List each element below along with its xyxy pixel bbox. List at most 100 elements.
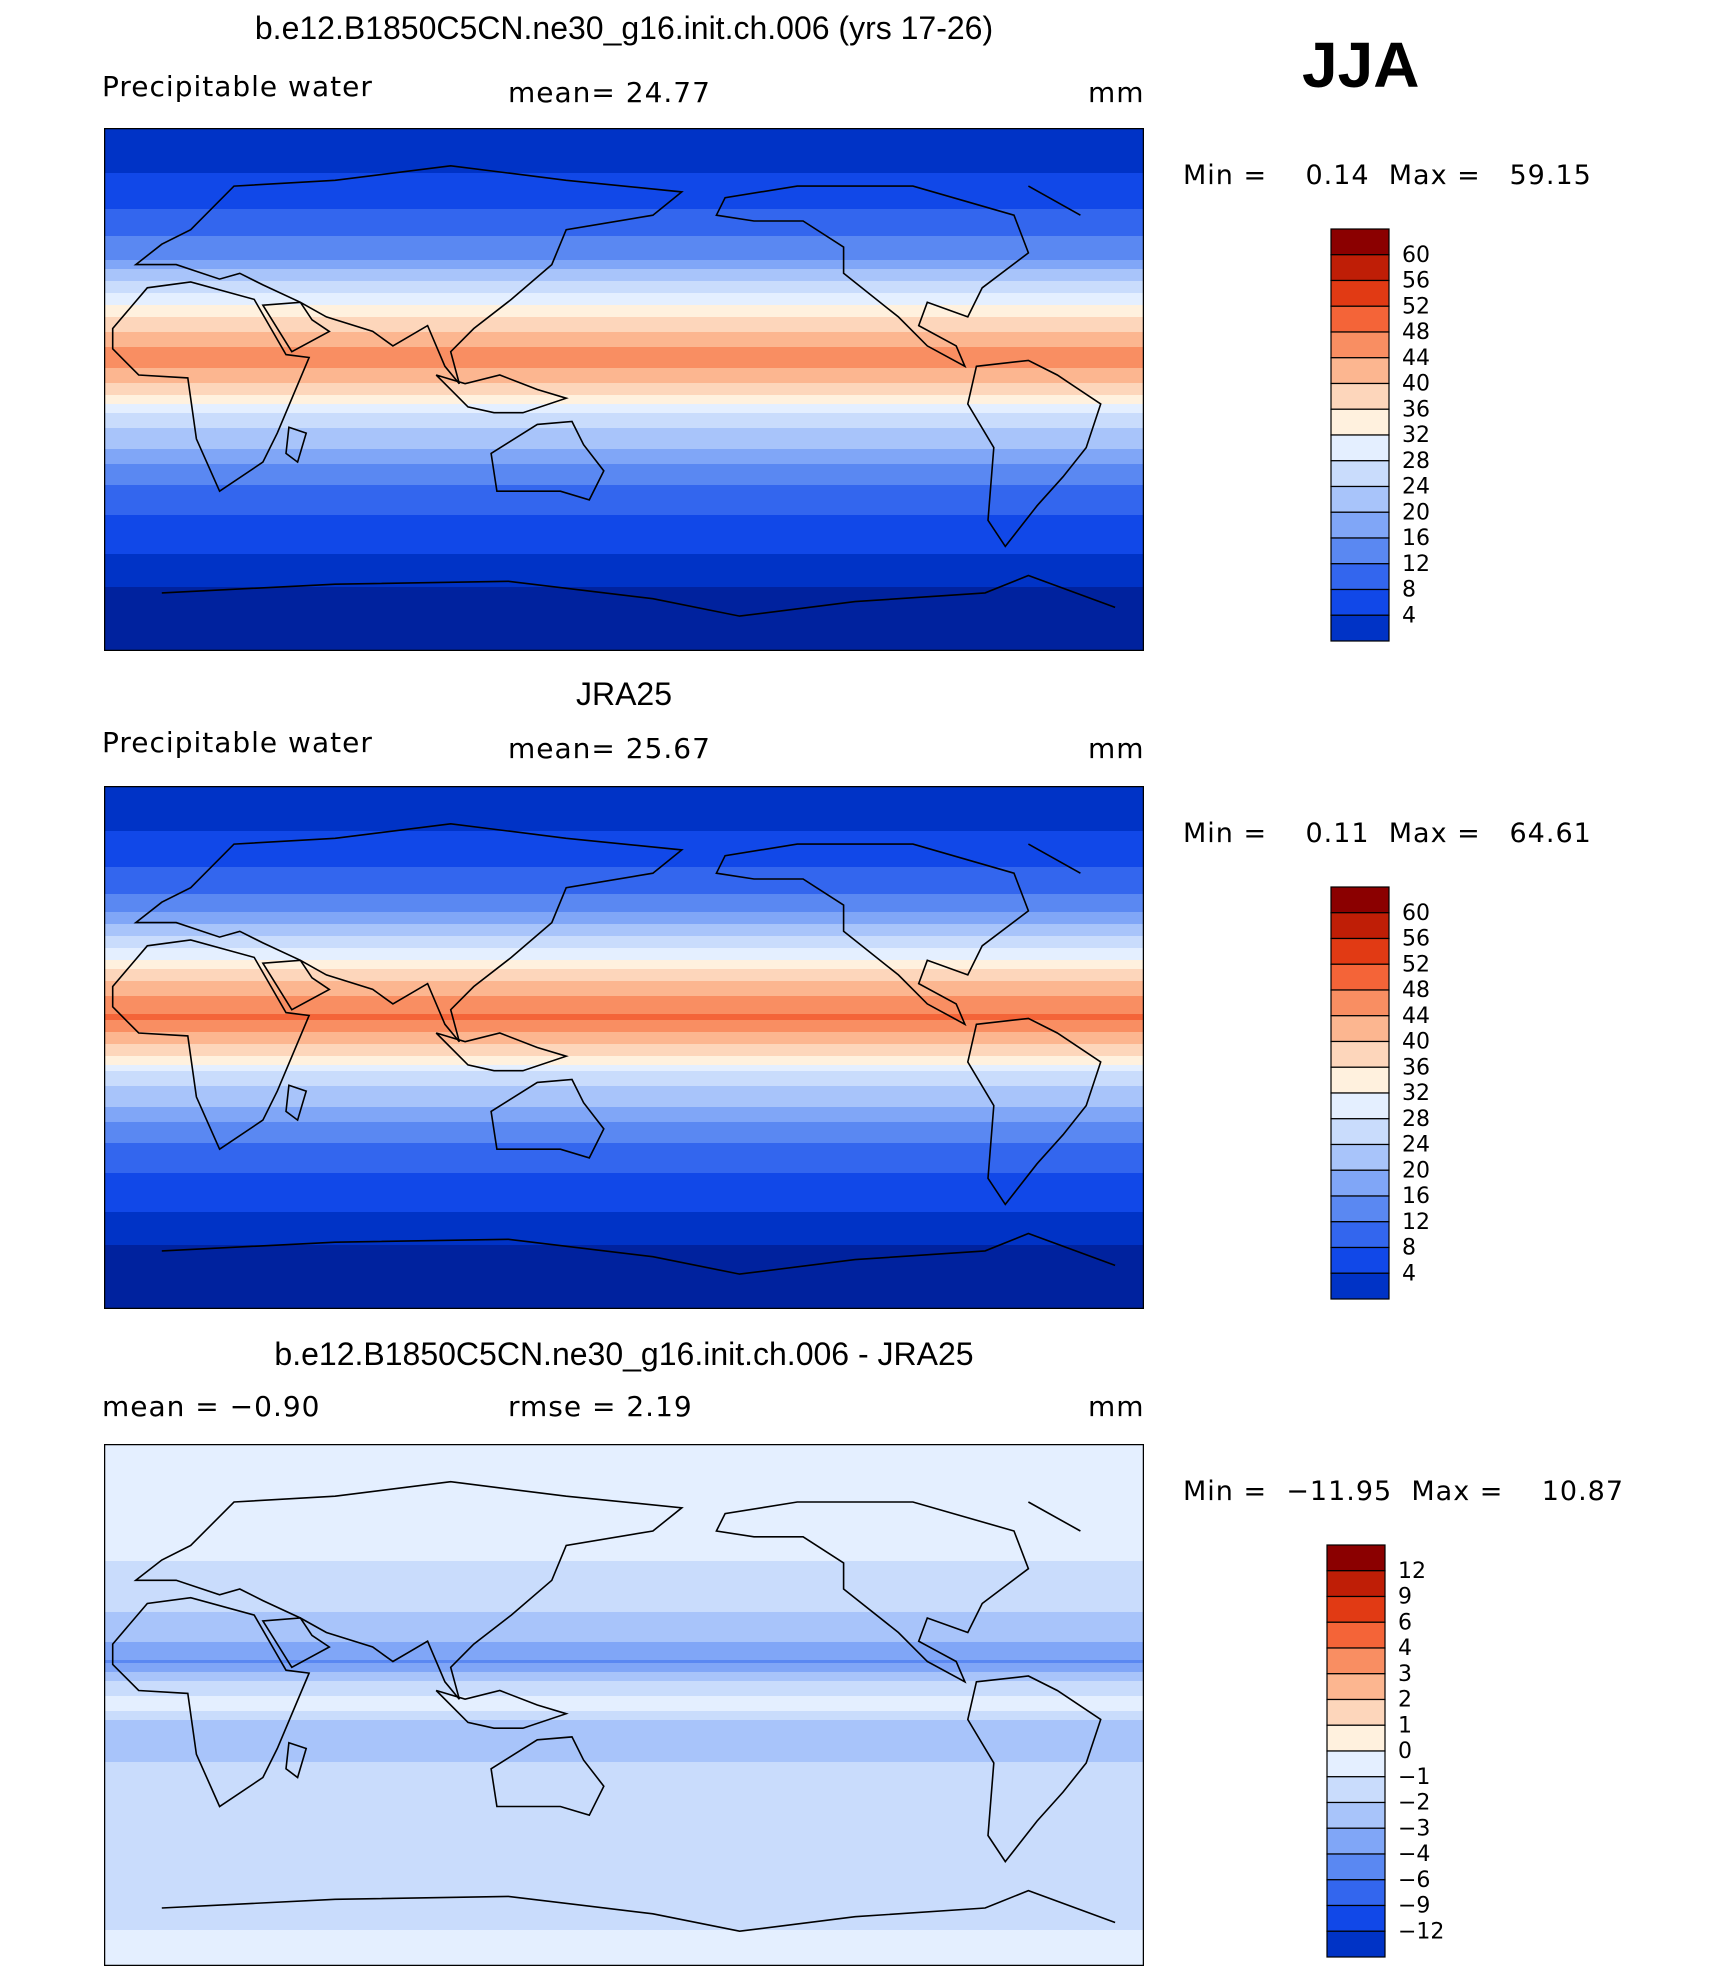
field-band (104, 846, 1144, 850)
field-band (104, 933, 1144, 937)
field-band (104, 1080, 1144, 1084)
field-band (104, 1621, 1144, 1625)
field-band (104, 1576, 1144, 1580)
field-band (104, 446, 1144, 450)
field-band (104, 1747, 1144, 1751)
field-band (104, 440, 1144, 444)
colorbar-label: 36 (1402, 397, 1430, 422)
field-band (104, 206, 1144, 210)
field-band (104, 1212, 1144, 1216)
colorbar-label: 9 (1398, 1585, 1412, 1610)
field-band (104, 350, 1144, 354)
field-band (104, 1447, 1144, 1451)
field-band (104, 954, 1144, 958)
field-band (104, 1278, 1144, 1282)
coastline-madagascar (285, 1084, 308, 1122)
colorbar-box (1330, 563, 1390, 591)
field-band (104, 1239, 1144, 1243)
field-band (104, 897, 1144, 901)
field-band (104, 1954, 1144, 1958)
colorbar-label: 60 (1402, 243, 1430, 268)
panel2-title: JRA25 (575, 676, 673, 712)
coastline-africa (111, 281, 311, 493)
coastline-australia (490, 1078, 605, 1159)
field-band (104, 1780, 1144, 1784)
field-band (104, 149, 1144, 153)
colorbar-label: 60 (1402, 901, 1430, 926)
field-band (104, 1146, 1144, 1150)
field-band (104, 1669, 1144, 1673)
field-band (104, 1789, 1144, 1793)
field-band (104, 873, 1144, 877)
colorbar-box (1330, 1143, 1390, 1171)
field-band (104, 1116, 1144, 1120)
field-band (104, 957, 1144, 961)
field-band (104, 230, 1144, 234)
field-band (104, 359, 1144, 363)
coastline-namerica (715, 843, 1030, 1027)
field-band (104, 1738, 1144, 1742)
field-band (104, 1630, 1144, 1634)
field-band (104, 1783, 1144, 1787)
field-band (104, 1882, 1144, 1886)
field-band (104, 452, 1144, 456)
field-band (104, 1597, 1144, 1601)
colorbar-box (1330, 1169, 1390, 1197)
field-band (104, 1248, 1144, 1252)
field-band (104, 1663, 1144, 1667)
colorbar-label: 16 (1402, 526, 1430, 551)
field-band (104, 1092, 1144, 1096)
field-band (104, 623, 1144, 627)
field-band (104, 203, 1144, 207)
field-band (104, 849, 1144, 853)
field-band (104, 1516, 1144, 1520)
field-band (104, 1957, 1144, 1961)
colorbar-box (1326, 1930, 1386, 1958)
field-band (104, 1720, 1144, 1724)
field-band (104, 293, 1144, 297)
field-band (104, 1179, 1144, 1183)
field-band (104, 819, 1144, 823)
field-band (104, 834, 1144, 838)
colorbar-box (1330, 1015, 1390, 1043)
field-band (104, 1221, 1144, 1225)
field-band (104, 1119, 1144, 1123)
field-band (104, 602, 1144, 606)
coastline-eurasia (133, 1480, 684, 1700)
field-band (104, 1591, 1144, 1595)
field-band (104, 1155, 1144, 1159)
field-band (104, 1218, 1144, 1222)
field-band (104, 792, 1144, 796)
field-band (104, 1185, 1144, 1189)
field-band (104, 1618, 1144, 1622)
field-band (104, 1245, 1144, 1249)
field-band (104, 813, 1144, 817)
field-band (104, 1200, 1144, 1204)
field-band (104, 1188, 1144, 1192)
field-band (104, 332, 1144, 336)
field-band (104, 545, 1144, 549)
colorbar-label: 4 (1398, 1636, 1412, 1661)
field-band (104, 1897, 1144, 1901)
field-band (104, 494, 1144, 498)
field-band (104, 188, 1144, 192)
field-band (104, 1483, 1144, 1487)
field-band (104, 1254, 1144, 1258)
field-band (104, 906, 1144, 910)
field-band (104, 530, 1144, 534)
field-band (104, 1017, 1144, 1021)
coastline-arabia (261, 959, 331, 1011)
coastline-namerica (715, 185, 1030, 369)
colorbar-box (1330, 1066, 1390, 1094)
field-band (104, 1047, 1144, 1051)
field-band (104, 1573, 1144, 1577)
field-band (104, 1861, 1144, 1865)
coastline-greenland (104, 148, 1081, 216)
field-band (104, 1152, 1144, 1156)
field-band (104, 1266, 1144, 1270)
field-band (104, 825, 1144, 829)
field-band (104, 1233, 1144, 1237)
colorbar-label: 44 (1402, 346, 1430, 371)
field-band (104, 1002, 1144, 1006)
field-band (104, 374, 1144, 378)
